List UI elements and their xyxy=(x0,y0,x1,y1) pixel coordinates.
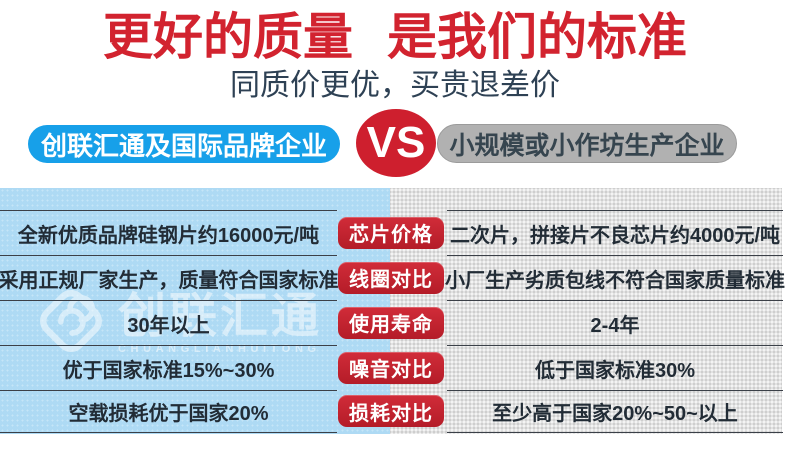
left-cell: 优于国家标准15%~30% xyxy=(0,345,337,390)
metric-badge: 使用寿命 xyxy=(338,306,444,339)
left-company-pill: 创联汇通及国际品牌企业 xyxy=(28,125,340,163)
right-cell: 至少高于国家20%~50~以上 xyxy=(447,390,783,432)
right-cell: 低于国家标准30% xyxy=(447,345,783,390)
table-row: 采用正规厂家生产，质量符合国家标准 线圈对比 小厂生产劣质包线不符合国家质量标准 xyxy=(0,255,790,300)
left-company-label: 创联汇通及国际品牌企业 xyxy=(40,130,327,161)
metric-badge: 噪音对比 xyxy=(338,351,444,384)
left-cell: 全新优质品牌硅钢片约16000元/吨 xyxy=(0,210,337,255)
right-cell: 2-4年 xyxy=(447,300,783,345)
table-row: 30年以上 使用寿命 2-4年 xyxy=(0,300,790,345)
right-panel-background xyxy=(390,188,782,434)
table-row: 全新优质品牌硅钢片约16000元/吨 芯片价格 二次片，拼接片不良芯片约4000… xyxy=(0,210,790,255)
right-company-label: 小规模或小作坊生产企业 xyxy=(449,131,725,160)
left-cell: 采用正规厂家生产，质量符合国家标准 xyxy=(0,255,339,300)
table-row: 空载损耗优于国家20% 损耗对比 至少高于国家20%~50~以上 xyxy=(0,390,790,432)
vs-label: VS xyxy=(366,118,426,167)
metric-badge: 芯片价格 xyxy=(338,216,444,249)
comparison-table: 创联汇通 CHUANGLIANHUITONG 全新优质品牌硅钢片约16000元/… xyxy=(0,188,790,434)
subtitle: 同质价更优，买贵退差价 xyxy=(230,69,560,102)
page-title: 更好的质量 是我们的标准 xyxy=(103,9,687,65)
right-company-pill: 小规模或小作坊生产企业 xyxy=(437,124,737,163)
table-row: 优于国家标准15%~30% 噪音对比 低于国家标准30% xyxy=(0,345,790,390)
vs-badge: VS xyxy=(356,109,436,177)
right-cell: 二次片，拼接片不良芯片约4000元/吨 xyxy=(447,210,783,255)
metric-badge: 线圈对比 xyxy=(338,261,444,294)
left-cell: 空载损耗优于国家20% xyxy=(0,390,337,432)
left-cell: 30年以上 xyxy=(0,300,337,345)
metric-badge: 损耗对比 xyxy=(338,395,444,427)
right-cell: 小厂生产劣质包线不符合国家质量标准 xyxy=(445,255,785,300)
left-panel-background xyxy=(0,188,390,434)
